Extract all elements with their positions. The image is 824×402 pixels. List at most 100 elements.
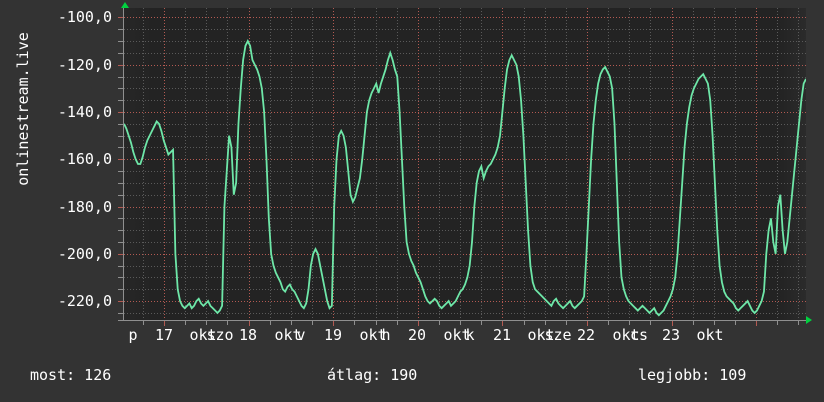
x-axis-tick (164, 321, 165, 326)
x-tick-label: 18 (238, 326, 258, 344)
x-axis-tick (481, 321, 482, 325)
x-axis-tick (376, 321, 377, 325)
y-axis-tick (118, 77, 123, 78)
gridline-vertical (756, 8, 757, 320)
x-axis-tick (206, 321, 207, 325)
y-axis-tick (118, 277, 123, 278)
x-tick-label: 21 (492, 326, 512, 344)
gridline-vertical (333, 8, 334, 320)
x-axis-tick (502, 321, 503, 326)
x-axis-line (118, 320, 808, 321)
y-axis-tick (118, 289, 123, 290)
legend-now: most: 126 (30, 366, 112, 384)
gridline-horizontal (124, 124, 806, 125)
series-line-onlinestream-live (124, 39, 806, 317)
x-tick-label: 20 (407, 326, 427, 344)
gridline-horizontal (124, 183, 806, 184)
gridline-horizontal (124, 277, 806, 278)
x-axis-tick (650, 321, 651, 325)
y-axis-tick (118, 159, 123, 160)
y-tick-label: -220,0 (57, 292, 112, 311)
x-axis-tick (629, 321, 630, 325)
x-axis-tick (418, 321, 419, 326)
x-tick-label: 19 (323, 326, 343, 344)
y-axis-tick (118, 112, 123, 113)
gridline-horizontal (124, 301, 806, 302)
y-axis-tick (118, 147, 123, 148)
x-tick-label: okt (527, 326, 555, 344)
y-axis-tick (118, 266, 123, 267)
x-tick-label: 17 (154, 326, 174, 344)
legend-best: legjobb: 109 (638, 366, 747, 384)
gridline-horizontal (124, 88, 806, 89)
x-tick-label: okt (612, 326, 640, 344)
y-axis-tick (118, 195, 123, 196)
series-path (124, 39, 806, 317)
y-axis-line (123, 8, 124, 321)
y-axis-tick (118, 100, 123, 101)
y-axis-tick (118, 254, 123, 255)
x-axis-tick (185, 321, 186, 325)
y-tick-label: -200,0 (57, 244, 112, 263)
x-tick-label: k (465, 326, 475, 344)
gridline-horizontal (124, 65, 806, 66)
gridline-horizontal (124, 171, 806, 172)
x-axis-tick (460, 321, 461, 325)
x-axis-tick (672, 321, 673, 326)
y-axis-tick (118, 230, 123, 231)
x-tick-label: 23 (661, 326, 681, 344)
x-axis-tick (439, 321, 440, 325)
x-axis-tick (756, 321, 757, 326)
gridline-vertical (354, 8, 355, 320)
gridline-horizontal (124, 100, 806, 101)
y-axis-tick (118, 183, 123, 184)
x-axis-tick (608, 321, 609, 325)
gridline-vertical (502, 8, 503, 320)
x-tick-label: p (128, 326, 138, 344)
gridline-horizontal (124, 53, 806, 54)
x-axis-tick (693, 321, 694, 325)
x-axis-tick (545, 321, 546, 325)
x-axis-tick (714, 321, 715, 325)
gridline-vertical (566, 8, 567, 320)
gridline-vertical (735, 8, 736, 320)
y-axis-tick (118, 17, 123, 18)
y-tick-label: -140,0 (57, 103, 112, 121)
gridline-vertical (481, 8, 482, 320)
x-tick-label: cs (629, 326, 649, 344)
gridline-horizontal (124, 147, 806, 148)
x-axis-tick (270, 321, 271, 325)
gridline-horizontal (124, 29, 806, 30)
gridline-horizontal (124, 313, 806, 314)
gridline-vertical (249, 8, 250, 320)
gridline-horizontal (124, 17, 806, 18)
y-axis-tick (118, 171, 123, 172)
gridline-vertical (270, 8, 271, 320)
gridline-vertical (164, 8, 165, 320)
gridline-horizontal (124, 136, 806, 137)
gridline-horizontal (124, 77, 806, 78)
legend-average: átlag: 190 (327, 366, 418, 384)
gridline-vertical (460, 8, 461, 320)
gridline-horizontal (124, 230, 806, 231)
gridline-horizontal (124, 159, 806, 160)
x-axis-tick (777, 321, 778, 325)
x-axis-tick (249, 321, 250, 326)
x-axis-tick (354, 321, 355, 325)
y-axis-tick (118, 313, 123, 314)
gridline-vertical (629, 8, 630, 320)
gridline-vertical (312, 8, 313, 320)
x-tick-label: 22 (576, 326, 596, 344)
x-tick-label: okt (359, 326, 387, 344)
gridline-vertical (693, 8, 694, 320)
y-axis-tick (118, 65, 123, 66)
right-arrow-icon (806, 316, 812, 324)
gridline-horizontal (124, 207, 806, 208)
gridline-horizontal (124, 218, 806, 219)
y-axis-tick (118, 207, 123, 208)
y-axis-tick (118, 242, 123, 243)
gridline-vertical (397, 8, 398, 320)
graph-footer: most: 126 átlag: 190 legjobb: 109 (0, 358, 824, 402)
x-axis-tick (143, 321, 144, 325)
